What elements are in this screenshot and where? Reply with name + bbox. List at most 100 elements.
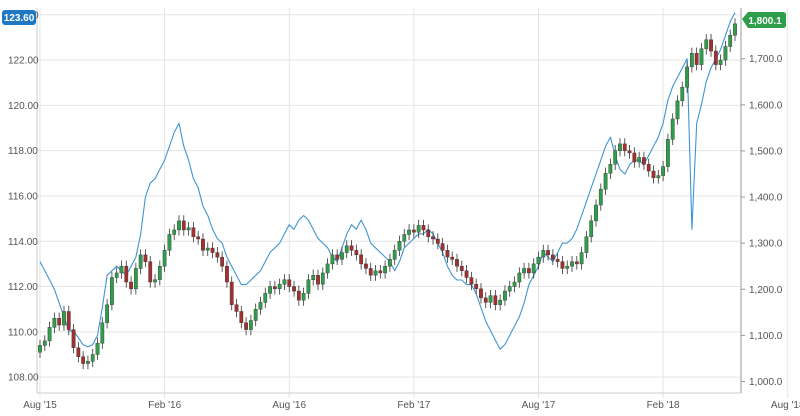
candle <box>550 249 555 266</box>
candle-body <box>574 261 579 265</box>
candle-body <box>622 143 627 151</box>
candle-body <box>138 254 143 269</box>
candle <box>239 305 244 329</box>
candle-body <box>440 243 445 251</box>
candle <box>728 29 733 53</box>
candle <box>407 224 411 241</box>
candle <box>555 253 560 268</box>
candle-body <box>66 311 71 330</box>
candle-body <box>354 250 359 256</box>
candlestick-series <box>38 18 737 370</box>
candle-body <box>603 173 608 190</box>
candle <box>100 317 105 349</box>
candle <box>646 158 651 177</box>
candle-body <box>320 272 325 285</box>
candle-body <box>723 46 728 61</box>
candle-body <box>642 157 646 165</box>
candle-body <box>229 281 234 305</box>
candle <box>306 274 311 300</box>
candle <box>42 335 47 352</box>
candle <box>483 292 488 309</box>
candle-body <box>364 263 368 269</box>
candle <box>699 43 704 71</box>
candle <box>201 233 205 256</box>
candle-body <box>651 170 656 179</box>
candle-body <box>416 225 421 233</box>
candle-body <box>570 261 574 267</box>
candle <box>517 267 522 288</box>
candle-body <box>162 250 167 267</box>
candle <box>637 151 642 168</box>
candle-body <box>589 220 594 237</box>
candle-body <box>105 304 109 323</box>
candle <box>421 219 426 236</box>
candle-body <box>177 220 181 231</box>
candle <box>330 249 335 270</box>
candle-body <box>598 188 603 206</box>
candle-body <box>157 265 162 280</box>
candle-body <box>378 270 383 274</box>
left-tick-label: 112.00 <box>8 282 38 293</box>
x-tick-label: Aug '15 <box>23 400 57 411</box>
candle <box>589 215 594 243</box>
x-tick-label: Aug '17 <box>522 400 556 411</box>
candle-body <box>172 229 177 235</box>
candle <box>560 255 565 275</box>
candle-body <box>210 247 215 253</box>
candle <box>162 244 167 272</box>
candle <box>733 18 737 41</box>
candle <box>282 274 287 290</box>
candle <box>57 312 62 331</box>
candle <box>95 337 100 361</box>
candle-body <box>685 66 689 88</box>
candle <box>167 228 172 256</box>
candle-body <box>263 293 268 303</box>
candle <box>661 160 665 182</box>
candle <box>181 215 186 236</box>
grid <box>36 8 789 398</box>
candle <box>148 255 153 288</box>
candle-body <box>512 281 517 287</box>
candle-body <box>728 34 733 47</box>
candle <box>287 274 292 293</box>
candle <box>344 240 349 259</box>
candle <box>383 260 387 279</box>
candle-body <box>253 309 258 321</box>
candle <box>177 215 181 236</box>
right-tick-label: 1,600.0 <box>749 100 783 111</box>
candle-body <box>359 254 364 265</box>
left-tick-label: 116.00 <box>8 191 38 202</box>
candle-body <box>292 286 296 292</box>
candle-body <box>186 227 191 231</box>
candle <box>527 262 531 279</box>
right-axis: 1,000.0 1,100.0 1,200.0 1,300.0 1,400.0 1,500… <box>741 54 783 388</box>
candle <box>90 348 95 367</box>
candle <box>378 265 383 279</box>
candle <box>234 299 239 318</box>
candle <box>86 355 90 370</box>
candle <box>157 260 162 286</box>
candle <box>316 269 320 290</box>
candle-body <box>555 259 560 262</box>
left-tick-label: 110.00 <box>8 327 38 338</box>
x-tick-label: Aug '18 <box>771 400 800 411</box>
candle <box>402 228 407 247</box>
candle-body <box>282 279 287 285</box>
candle <box>450 251 455 266</box>
candle <box>325 258 330 279</box>
candle <box>124 260 129 288</box>
candle <box>296 285 301 306</box>
candle <box>196 231 201 245</box>
candle <box>498 294 503 311</box>
candle-body <box>335 254 340 260</box>
candle <box>642 151 646 170</box>
x-tick-label: Feb '16 <box>148 400 181 411</box>
candle-body <box>388 259 392 267</box>
candle-body <box>699 48 704 65</box>
candle <box>426 224 431 243</box>
candle <box>431 231 435 245</box>
candle-body <box>239 311 244 323</box>
candle <box>373 265 378 281</box>
candle-body <box>546 250 550 256</box>
candle <box>479 283 483 304</box>
